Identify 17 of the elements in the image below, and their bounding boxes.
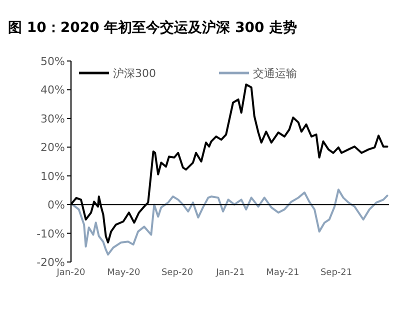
y-tick-label: 40% [40,84,65,97]
y-tick-label: -20% [36,256,65,269]
x-tick-label: Jan-21 [215,268,245,278]
x-tick-label: May-20 [107,268,141,278]
x-tick-label: Sep-20 [161,268,194,278]
x-tick-label: Jan-20 [56,268,86,278]
y-tick-label: 10% [40,170,65,183]
legend-label: 沪深300 [113,67,156,80]
legend-label: 交通运输 [253,67,297,80]
chart-title: 图 10：2020 年初至今交运及沪深 300 走势 [8,19,298,36]
y-tick-label: 0% [48,198,65,212]
x-tick-label: May-21 [266,268,300,278]
y-tick-label: -10% [36,227,65,240]
y-tick-label: 20% [40,141,65,154]
y-tick-label: 50% [40,55,65,68]
x-tick-label: Sep-21 [320,268,352,278]
y-tick-label: 30% [40,112,65,126]
